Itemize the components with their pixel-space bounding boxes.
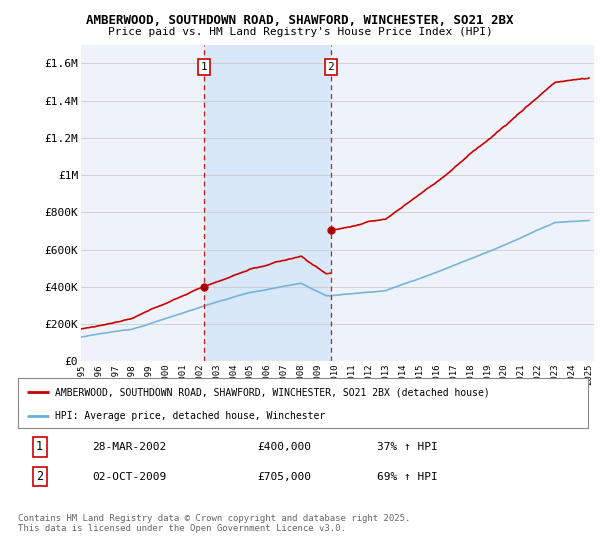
Text: 37% ↑ HPI: 37% ↑ HPI: [377, 442, 438, 452]
Text: 2: 2: [328, 62, 334, 72]
Text: AMBERWOOD, SOUTHDOWN ROAD, SHAWFORD, WINCHESTER, SO21 2BX: AMBERWOOD, SOUTHDOWN ROAD, SHAWFORD, WIN…: [86, 14, 514, 27]
Text: 28-MAR-2002: 28-MAR-2002: [92, 442, 166, 452]
Bar: [204, 45, 331, 361]
Text: 2: 2: [36, 470, 43, 483]
Text: 69% ↑ HPI: 69% ↑ HPI: [377, 472, 438, 482]
Text: 1: 1: [200, 62, 207, 72]
Text: £705,000: £705,000: [257, 472, 311, 482]
Text: £400,000: £400,000: [257, 442, 311, 452]
Text: 1: 1: [36, 440, 43, 454]
Text: 02-OCT-2009: 02-OCT-2009: [92, 472, 166, 482]
Text: Price paid vs. HM Land Registry's House Price Index (HPI): Price paid vs. HM Land Registry's House …: [107, 27, 493, 37]
Text: Contains HM Land Registry data © Crown copyright and database right 2025.
This d: Contains HM Land Registry data © Crown c…: [18, 514, 410, 533]
Text: AMBERWOOD, SOUTHDOWN ROAD, SHAWFORD, WINCHESTER, SO21 2BX (detached house): AMBERWOOD, SOUTHDOWN ROAD, SHAWFORD, WIN…: [55, 387, 490, 397]
Text: HPI: Average price, detached house, Winchester: HPI: Average price, detached house, Winc…: [55, 411, 325, 421]
